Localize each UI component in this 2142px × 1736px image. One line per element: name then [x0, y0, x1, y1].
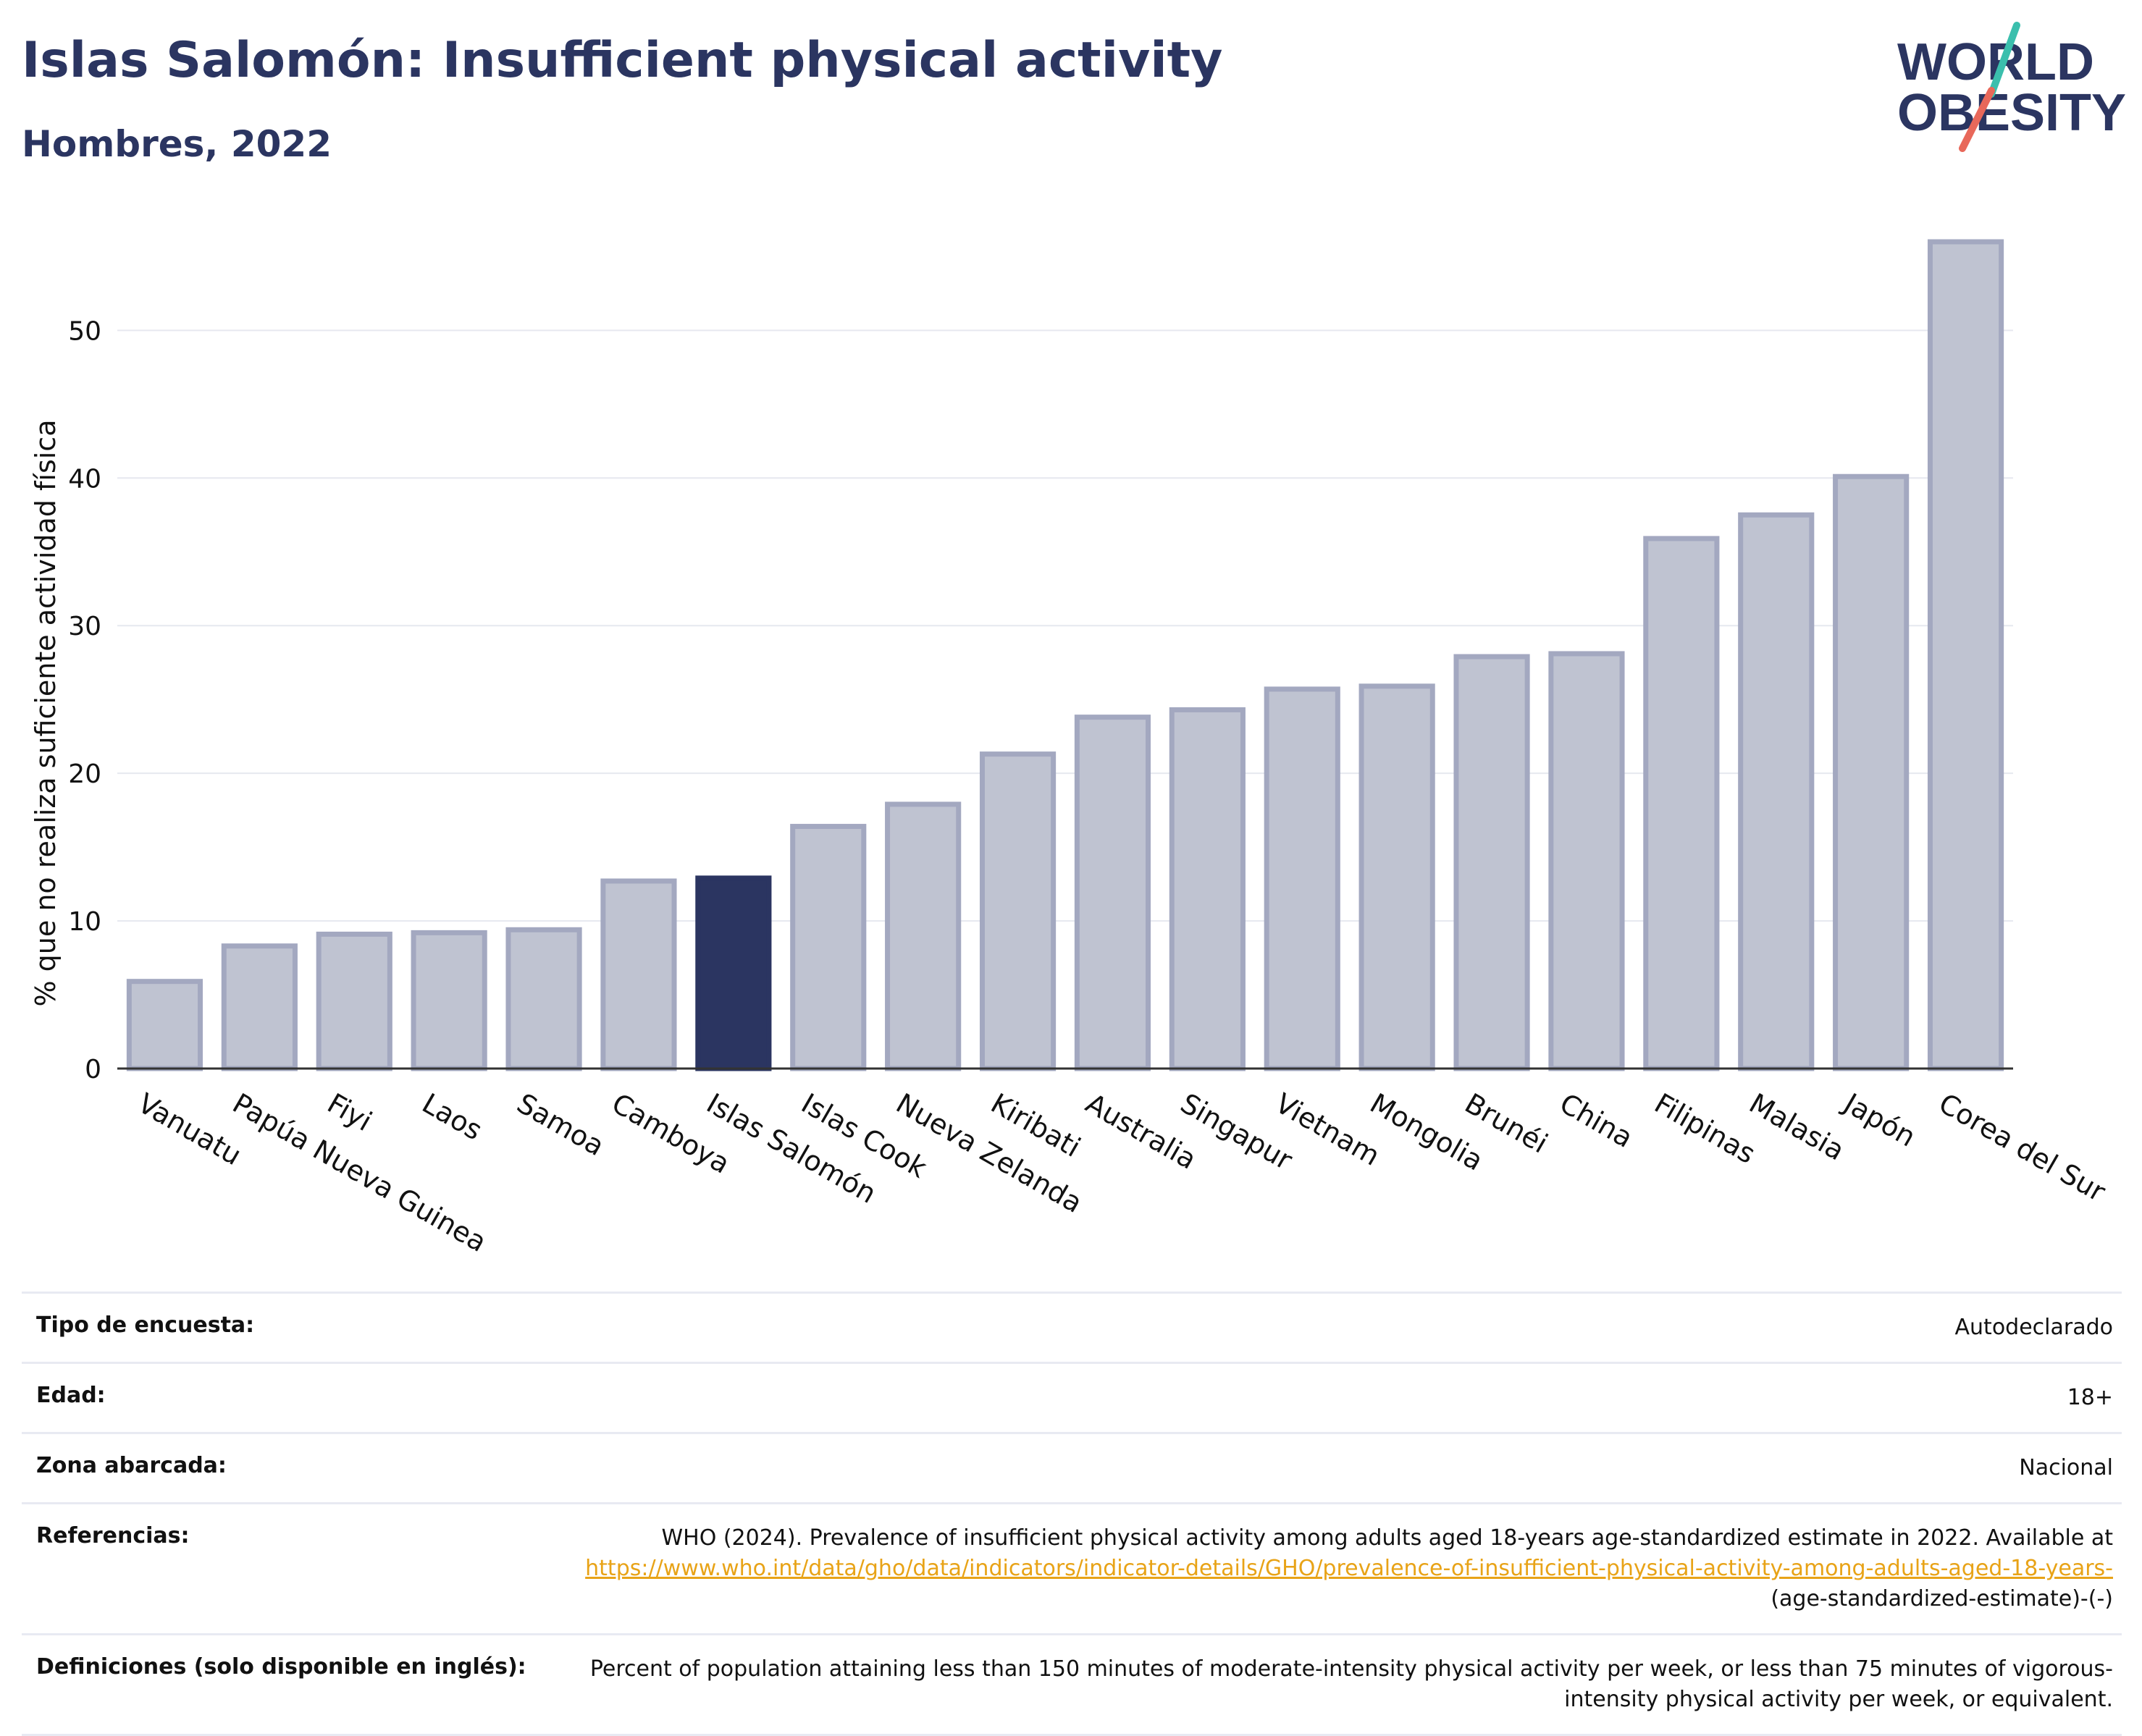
- bar: [1453, 654, 1530, 1071]
- bar: [885, 801, 962, 1071]
- bar: [1738, 512, 1815, 1071]
- y-tick-label: 40: [68, 464, 101, 494]
- x-tick-label: China: [1554, 1087, 1638, 1154]
- bar: [1358, 683, 1435, 1071]
- logo-line-obesity: OBESITY: [1897, 84, 2126, 142]
- bar: [505, 927, 582, 1071]
- y-tick-labels: 0 10 20 30 40 50: [68, 316, 101, 1084]
- meta-row-definitions: Definiciones (solo disponible en inglés)…: [22, 1633, 2122, 1736]
- meta-label-definitions: Definiciones (solo disponible en inglés)…: [36, 1654, 526, 1680]
- references-text: WHO (2024). Prevalence of insufficient p…: [661, 1525, 2113, 1551]
- x-tick-label: Filipinas: [1649, 1087, 1760, 1170]
- references-link[interactable]: https://www.who.int/data/gho/data/indica…: [585, 1556, 2113, 1581]
- x-tick-label: Fiyi: [322, 1087, 377, 1137]
- bar: [1548, 651, 1625, 1071]
- meta-row-survey: Tipo de encuesta: Autodeclarado: [22, 1292, 2122, 1362]
- y-tick-label: 30: [68, 612, 101, 641]
- bar: [126, 979, 203, 1071]
- x-tick-label: Vanuatu: [133, 1087, 247, 1171]
- bar: [1643, 536, 1720, 1071]
- bar: [221, 943, 298, 1071]
- meta-value-references: WHO (2024). Prevalence of insufficient p…: [534, 1523, 2113, 1614]
- meta-label-references: Referencias:: [36, 1523, 190, 1549]
- metadata-table: Tipo de encuesta: Autodeclarado Edad: 18…: [22, 1292, 2122, 1736]
- x-tick-label: Japón: [1837, 1087, 1920, 1153]
- x-tick-label: Laos: [417, 1087, 488, 1147]
- chart-title: Islas Salomón: Insufficient physical act…: [22, 32, 1223, 89]
- y-tick-label: 0: [85, 1055, 101, 1084]
- chart-subtitle: Hombres, 2022: [22, 123, 332, 165]
- bar: [411, 930, 487, 1071]
- bar: [790, 824, 867, 1071]
- bars: [126, 239, 2004, 1071]
- y-axis-label: % que no realiza suficiente actividad fí…: [30, 420, 62, 1007]
- bar: [979, 751, 1057, 1071]
- meta-label-area: Zona abarcada:: [36, 1453, 227, 1478]
- x-tick-label: Malasia: [1744, 1087, 1849, 1167]
- meta-value-area: Nacional: [2019, 1455, 2113, 1480]
- bar: [1927, 239, 2004, 1071]
- y-tick-label: 50: [68, 316, 101, 346]
- grid-lines: [117, 329, 2013, 922]
- bar: [1169, 707, 1246, 1071]
- bar: [600, 878, 677, 1071]
- references-suffix: (age-standardized-estimate)-(-): [1771, 1586, 2113, 1611]
- logo-slash-coral: [1959, 87, 1995, 152]
- bar: [1074, 715, 1151, 1071]
- world-obesity-logo: WORLD OBESITY: [1897, 22, 2126, 152]
- meta-label-age: Edad:: [36, 1383, 106, 1408]
- y-tick-label: 10: [68, 907, 101, 937]
- meta-value-survey: Autodeclarado: [1954, 1315, 2113, 1340]
- bar: [695, 875, 772, 1071]
- meta-row-area: Zona abarcada: Nacional: [22, 1432, 2122, 1502]
- x-tick-label: Samoa: [512, 1087, 610, 1163]
- x-tick-label: Corea del Sur: [1933, 1087, 2111, 1208]
- logo-slash-teal: [1988, 22, 2020, 98]
- meta-label-survey: Tipo de encuesta:: [36, 1312, 255, 1338]
- meta-value-definitions: Percent of population attaining less tha…: [589, 1656, 2113, 1712]
- y-tick-label: 20: [68, 759, 101, 789]
- meta-row-references: Referencias: WHO (2024). Prevalence of i…: [22, 1502, 2122, 1633]
- meta-value-age: 18+: [2067, 1385, 2113, 1410]
- meta-row-age: Edad: 18+: [22, 1362, 2122, 1432]
- bar: [1264, 686, 1340, 1071]
- bar: [1833, 473, 1910, 1071]
- bar: [316, 931, 392, 1071]
